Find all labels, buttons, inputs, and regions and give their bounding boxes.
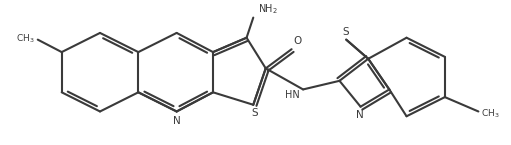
Text: NH$_2$: NH$_2$ bbox=[258, 2, 278, 16]
Text: CH$_3$: CH$_3$ bbox=[481, 107, 500, 120]
Text: HN: HN bbox=[286, 90, 300, 100]
Text: N: N bbox=[173, 116, 180, 126]
Text: CH$_3$: CH$_3$ bbox=[16, 32, 35, 45]
Text: S: S bbox=[342, 27, 349, 37]
Text: N: N bbox=[356, 110, 363, 120]
Text: O: O bbox=[293, 36, 302, 46]
Text: S: S bbox=[251, 108, 258, 118]
